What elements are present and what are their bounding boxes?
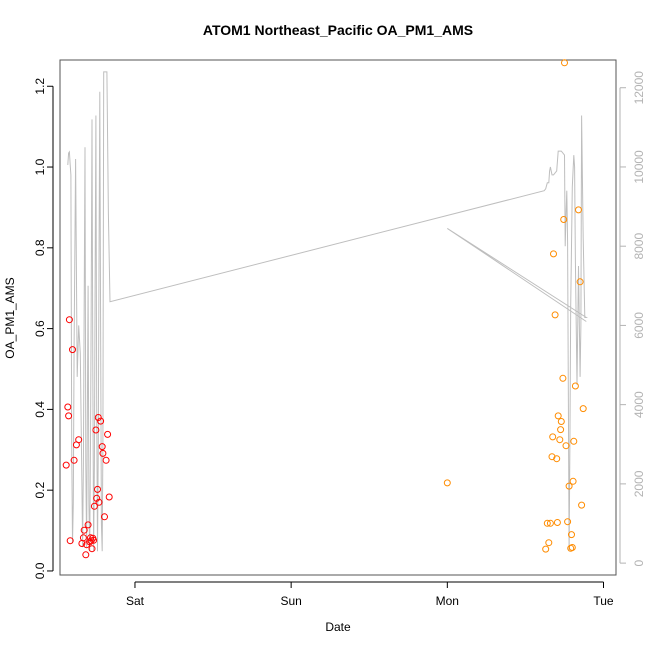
y-tick-label: 0.6: [33, 320, 47, 337]
data-point: [79, 534, 87, 542]
y2-tick-label: 4000: [632, 391, 646, 418]
data-point: [560, 216, 568, 223]
data-point: [105, 493, 113, 501]
x-axis-label: Date: [325, 620, 351, 634]
data-point: [579, 405, 587, 413]
data-point: [578, 501, 586, 509]
y-axis-label: OA_PM1_AMS: [3, 277, 17, 358]
data-point: [564, 518, 572, 526]
data-point: [102, 456, 110, 464]
altitude-line-layer: [67, 71, 589, 552]
data-point: [553, 455, 561, 463]
data-point: [98, 443, 106, 451]
y-tick-label: 0.2: [33, 482, 47, 499]
data-point: [549, 433, 557, 441]
data-point: [575, 206, 582, 214]
data-point: [557, 426, 565, 434]
y2-tick-label: 12000: [632, 71, 646, 105]
data-point: [104, 430, 112, 438]
data-point: [69, 346, 76, 354]
data-point: [568, 544, 576, 551]
y-axis-right: 0 2000 4000 6000 8000 10000 12000: [619, 71, 646, 566]
y-tick-label: 1.2: [33, 78, 47, 95]
data-point: [97, 417, 105, 425]
altitude-line: [67, 71, 589, 552]
data-point: [90, 536, 98, 544]
data-point: [84, 521, 92, 529]
data-point: [94, 485, 101, 493]
data-point: [554, 412, 562, 420]
data-point: [569, 477, 577, 485]
x-tick-label: Sun: [280, 594, 301, 608]
points-layer: [62, 59, 587, 559]
y-tick-label: 0.8: [33, 239, 47, 256]
data-point: [88, 545, 96, 553]
data-point: [70, 456, 78, 464]
y-axis-left: 0.0 0.2 0.4 0.6 0.8 1.0 1.2: [33, 78, 54, 579]
data-point: [542, 545, 550, 553]
data-point: [571, 382, 579, 390]
data-point: [99, 449, 107, 457]
data-point: [546, 519, 554, 527]
data-point: [557, 418, 565, 425]
data-point: [62, 461, 70, 469]
data-point: [551, 311, 559, 319]
data-point: [561, 59, 568, 67]
plot-frame: [59, 59, 617, 576]
data-point: [550, 250, 557, 258]
x-tick-label: Sat: [126, 594, 145, 608]
data-point: [556, 436, 564, 444]
data-point: [66, 537, 74, 545]
data-point: [90, 502, 98, 510]
data-point: [94, 414, 102, 421]
x-axis: Sat Sun Mon Tue: [126, 581, 614, 608]
data-point: [64, 403, 72, 411]
data-point: [562, 442, 570, 450]
data-point: [82, 551, 90, 559]
data-point: [443, 479, 451, 487]
y2-tick-label: 6000: [632, 312, 646, 339]
data-point: [559, 374, 567, 382]
data-point: [545, 539, 553, 547]
data-point: [93, 494, 101, 502]
data-point: [65, 316, 73, 324]
data-point: [570, 437, 578, 445]
data-point: [568, 531, 575, 539]
data-point: [95, 498, 103, 506]
y2-tick-label: 8000: [632, 233, 646, 260]
data-point: [65, 412, 73, 420]
y-tick-label: 0.4: [33, 401, 47, 418]
chart-title: ATOM1 Northeast_Pacific OA_PM1_AMS: [203, 22, 473, 38]
y-tick-label: 1.0: [33, 158, 47, 175]
x-tick-label: Mon: [436, 594, 459, 608]
data-point: [101, 513, 108, 521]
data-point: [543, 519, 551, 527]
data-point: [75, 436, 83, 444]
data-point: [92, 426, 100, 434]
data-point: [80, 526, 88, 534]
data-point: [565, 482, 573, 490]
data-point: [548, 453, 556, 461]
data-point: [576, 278, 584, 286]
y2-tick-label: 2000: [632, 470, 646, 497]
data-point: [553, 519, 561, 526]
x-tick-label: Tue: [593, 594, 614, 608]
y2-tick-label: 0: [632, 559, 646, 566]
y-tick-label: 0.0: [33, 562, 47, 579]
y2-tick-label: 10000: [632, 150, 646, 184]
